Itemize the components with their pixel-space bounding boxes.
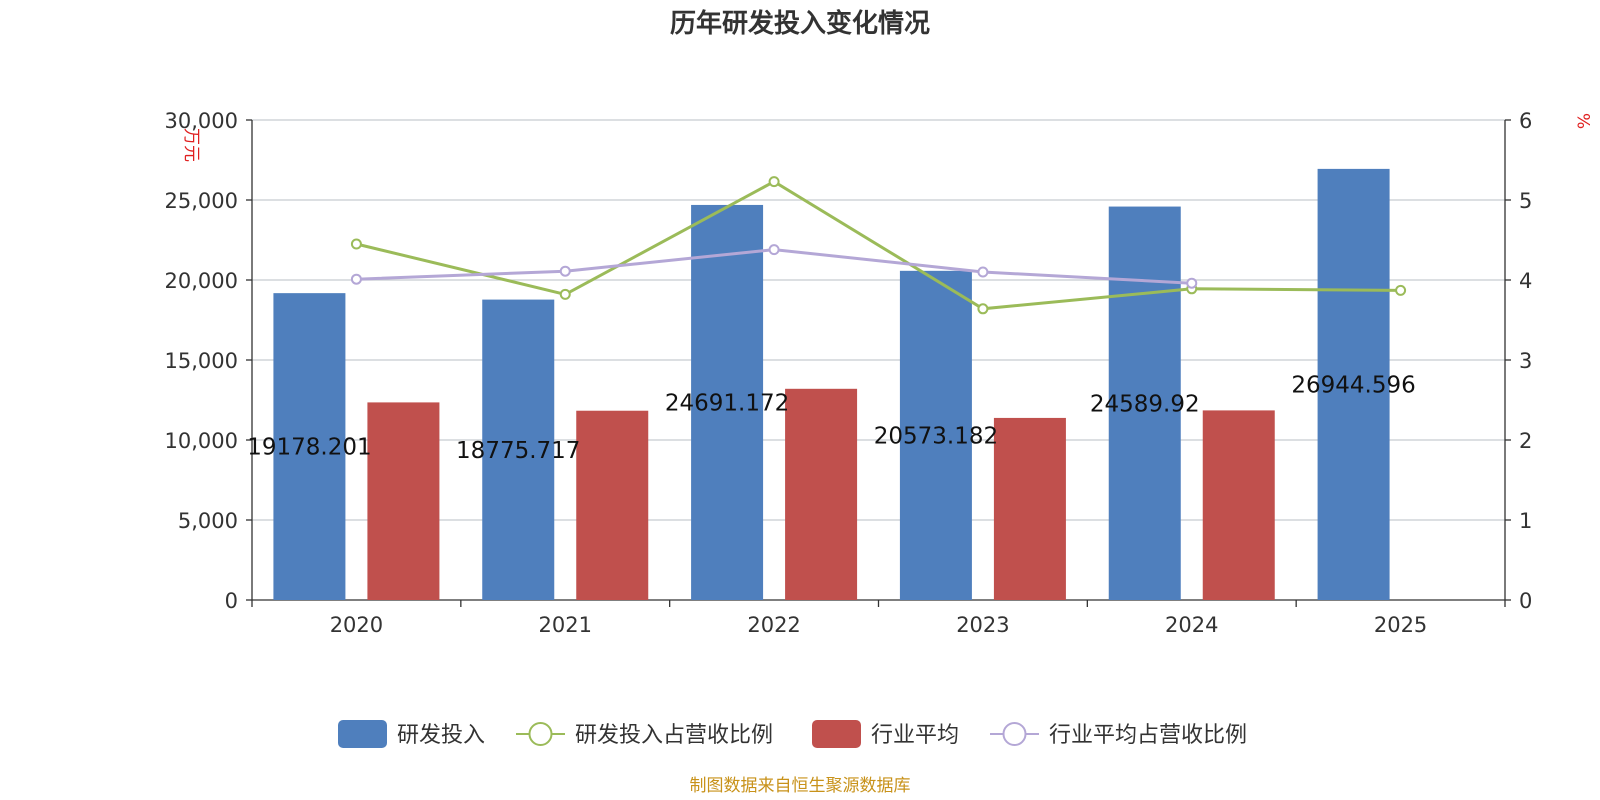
data-source-footer: 制图数据来自恒生聚源数据库	[690, 776, 911, 796]
point-研发投入占营收比例	[768, 176, 780, 188]
bar-data-label: 24589.92	[1090, 391, 1200, 417]
bar-data-label: 24691.172	[665, 390, 789, 416]
x-tick-label: 2024	[1165, 613, 1218, 637]
x-tick-label: 2021	[539, 613, 592, 637]
bar-行业平均-2020	[367, 402, 440, 600]
line-研发投入占营收比例	[356, 179, 1401, 311]
point-研发投入占营收比例	[977, 303, 989, 315]
right-tick-label: 2	[1519, 429, 1532, 453]
point-行业平均占营收比例	[350, 273, 362, 285]
bar-行业平均-2024	[1202, 410, 1275, 600]
chart-title: 历年研发投入变化情况	[670, 8, 930, 39]
x-tick-label: 2022	[747, 613, 800, 637]
legend-label: 研发投入	[397, 723, 485, 748]
point-行业平均占营收比例	[1186, 277, 1198, 289]
legend-swatch-marker	[528, 722, 553, 746]
legend-swatch	[812, 720, 861, 748]
bar-研发投入-2020	[273, 293, 346, 600]
point-研发投入占营收比例	[1395, 284, 1407, 296]
right-tick-label: 0	[1519, 589, 1532, 613]
bar-研发投入-2024	[1108, 206, 1181, 600]
left-tick-label: 20,000	[165, 269, 238, 293]
legend-label: 研发投入占营收比例	[575, 723, 773, 748]
left-tick-label: 15,000	[165, 349, 238, 373]
bar-data-label: 18775.717	[456, 438, 580, 464]
right-tick-label: 5	[1519, 189, 1532, 213]
lines	[350, 176, 1407, 315]
bar-研发投入-2022	[691, 204, 764, 600]
left-tick-label: 5,000	[178, 509, 238, 533]
right-axis-unit: %	[1575, 113, 1595, 129]
left-tick-label: 10,000	[165, 429, 238, 453]
bar-研发投入-2021	[482, 299, 555, 600]
point-行业平均占营收比例	[559, 265, 571, 277]
bars	[273, 168, 1390, 600]
bar-data-label: 26944.596	[1291, 372, 1415, 398]
left-tick-label: 30,000	[165, 109, 238, 133]
bar-data-label: 19178.201	[247, 435, 371, 461]
x-tick-label: 2020	[330, 613, 383, 637]
x-tick-label: 2023	[956, 613, 1009, 637]
axes: 0 5,000 10,000 15,000 20,000 25,000 30,000 0 1 2 3…	[165, 109, 1533, 637]
right-tick-label: 3	[1519, 349, 1532, 373]
point-研发投入占营收比例	[350, 238, 362, 250]
bar-研发投入-2025	[1317, 168, 1390, 600]
bar-研发投入-2023	[899, 270, 972, 600]
point-行业平均占营收比例	[977, 266, 989, 278]
bar-行业平均-2021	[576, 410, 649, 600]
legend-label: 行业平均占营收比例	[1049, 723, 1247, 748]
left-tick-label: 25,000	[165, 189, 238, 213]
grid	[252, 119, 1505, 521]
point-行业平均占营收比例	[768, 244, 780, 256]
bar-行业平均-2022	[785, 388, 858, 600]
legend: 研发投入 研发投入占营收比例 行业平均 行业平均占营收比例	[338, 720, 1247, 748]
left-tick-label: 0	[225, 589, 238, 613]
right-tick-label: 4	[1519, 269, 1532, 293]
right-tick-label: 6	[1519, 109, 1532, 133]
point-研发投入占营收比例	[559, 288, 571, 300]
right-tick-label: 1	[1519, 509, 1532, 533]
legend-swatch-marker	[1002, 722, 1027, 746]
x-tick-label: 2025	[1374, 613, 1427, 637]
data-labels: 19178.201 18775.717 24691.172 20573.182 2458…	[247, 372, 1416, 463]
legend-swatch	[338, 720, 387, 748]
bar-行业平均-2023	[993, 417, 1066, 600]
left-axis-unit: 万元	[181, 128, 201, 162]
bar-data-label: 20573.182	[874, 423, 998, 449]
legend-label: 行业平均	[871, 723, 959, 748]
